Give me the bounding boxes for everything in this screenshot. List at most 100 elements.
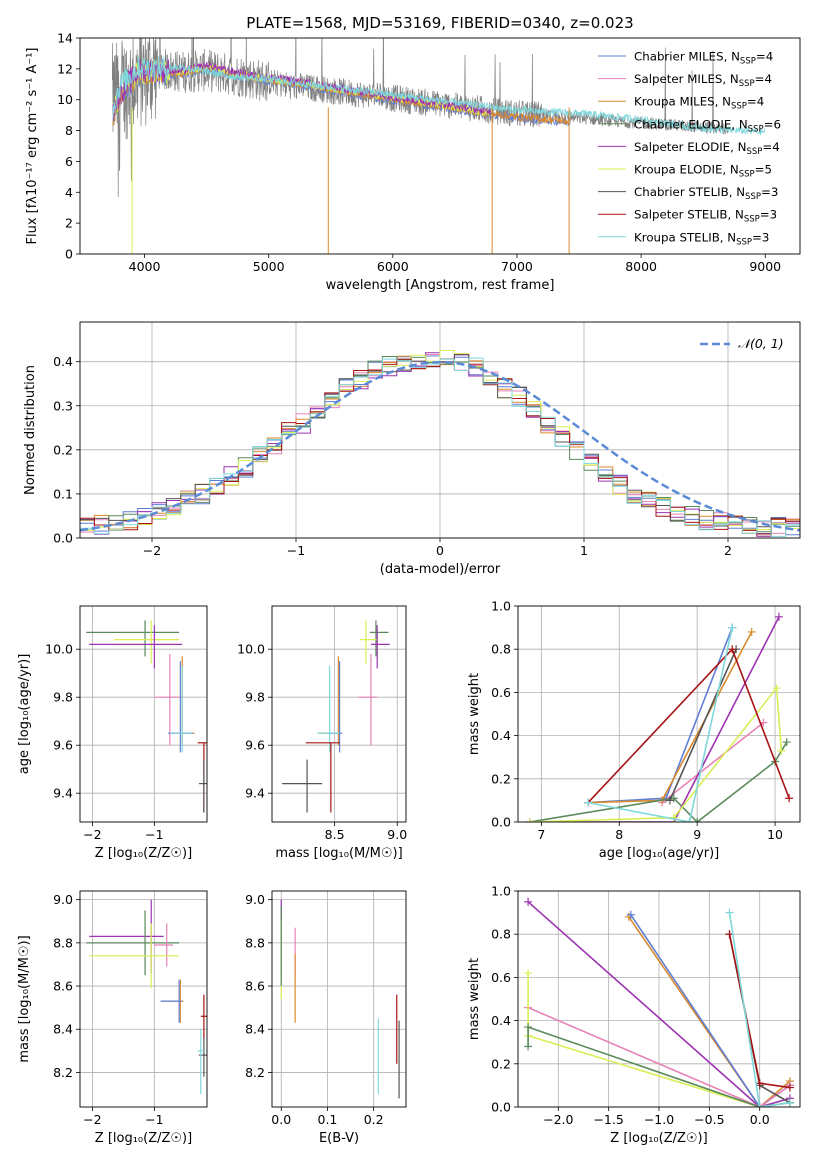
- plot-area-residuals: [80, 350, 800, 537]
- y-tick-label: 0.0: [491, 815, 511, 830]
- y-tick-label: 0.6: [491, 685, 511, 700]
- errorbar-point: [359, 620, 379, 664]
- x-tick-label: −1.0: [644, 1112, 674, 1127]
- model-spectrum-kroupa-stelib: [112, 55, 766, 136]
- series-line-chabrier-elodie: [529, 741, 788, 822]
- model-spectrum-kroupa-elodie: [112, 59, 493, 123]
- errorbar-point: [198, 759, 207, 813]
- plot-area-spectrum: [111, 38, 766, 254]
- figure-title: PLATE=1568, MJD=53169, FIBERID=0340, z=0…: [246, 14, 633, 32]
- y-tick-label: 6: [65, 154, 73, 169]
- series-marker: [777, 746, 786, 755]
- x-tick-label: 0.0: [271, 1112, 291, 1127]
- plot-area-mass_vs_EBV: [280, 899, 400, 1099]
- panel-mass_weight_vs_Z: −2.0 −1.5 −1.0 −0.5 0.0 0.0 0.2 0.4 0.6 0.8 1.0 Z […: [467, 884, 801, 1146]
- legend-entry: Salpeter STELIB, NSSP=3: [634, 208, 777, 225]
- y-tick-label: 0.1: [53, 486, 73, 501]
- axes-frame: [271, 605, 407, 823]
- y-tick-label: 0.2: [491, 771, 511, 786]
- y-axis-label: mass weight: [467, 958, 482, 1040]
- legend-entry: Kroupa STELIB, NSSP=3: [634, 230, 769, 247]
- plot-area-mass_weight_vs_age: [525, 612, 794, 822]
- plot-area-age_vs_Z: [86, 620, 207, 813]
- errorbar-point: [114, 620, 180, 664]
- series-marker: [772, 684, 781, 693]
- y-tick-label: 9.8: [245, 690, 265, 705]
- y-tick-label: 1.0: [491, 884, 511, 899]
- x-tick-label: 0.0: [750, 1112, 770, 1127]
- axes-frame: [79, 37, 801, 255]
- legend-entry: Chabrier ELODIE, NSSP=6: [634, 117, 781, 134]
- x-tick-label: 6000: [377, 259, 409, 274]
- panel-spectrum: 4000 5000 6000 7000 8000 9000 0 2 4 6 8 10 12 14 wavel…: [25, 31, 801, 293]
- legend-entry: Kroupa MILES, NSSP=4: [634, 95, 764, 112]
- x-axis-label: mass [log₁₀(M/M☉)]: [275, 846, 402, 861]
- series-marker: [725, 908, 734, 917]
- x-axis-label: age [log₁₀(age/yr)]: [599, 846, 720, 861]
- y-tick-label: 8.4: [53, 1022, 73, 1037]
- errorbar-point: [369, 620, 389, 657]
- x-tick-label: −2: [83, 827, 101, 842]
- series-line-salpeter-elodie: [529, 616, 780, 822]
- series-line-kroupa-stelib: [587, 627, 733, 822]
- errorbar-point: [89, 923, 180, 989]
- x-tick-label: −2: [143, 543, 161, 558]
- y-tick-label: 0: [65, 247, 73, 262]
- panel-mass_vs_Z: −2 −1 8.2 8.4 8.6 8.8 9.0 Z [log₁₀(Z/Z☉)] mass […: [17, 890, 208, 1146]
- legend-entry: Chabrier MILES, NSSP=4: [634, 50, 773, 67]
- x-tick-label: 4000: [129, 259, 161, 274]
- axes-frame: [79, 605, 208, 823]
- x-tick-label: 8: [615, 827, 623, 842]
- x-axis-label: wavelength [Angstrom, rest frame]: [326, 278, 555, 293]
- errorbar-point: [160, 979, 183, 1023]
- x-tick-label: 9000: [749, 259, 781, 274]
- series-marker: [584, 798, 593, 807]
- y-tick-label: 0.8: [491, 927, 511, 942]
- x-tick-label: 7000: [501, 259, 533, 274]
- series-marker: [524, 1042, 533, 1051]
- y-axis-label: age [log₁₀(age/yr)]: [17, 654, 32, 775]
- series-line-kroupa-elodie: [529, 686, 783, 822]
- series-marker: [524, 1023, 533, 1032]
- errorbar-point: [305, 742, 340, 813]
- y-tick-label: 9.0: [53, 892, 73, 907]
- y-tick-label: 8.6: [245, 979, 265, 994]
- series-marker: [525, 818, 534, 822]
- panel-age_vs_mass: 8.5 9.0 9.4 9.6 9.8 10.0 mass [log₁₀(M/M☉)]: [237, 605, 407, 861]
- series-line-kroupa-miles: [628, 916, 791, 1107]
- series-marker: [665, 796, 674, 805]
- x-tick-label: −2.0: [543, 1112, 573, 1127]
- series-marker: [728, 623, 737, 632]
- y-tick-label: 8.4: [245, 1022, 265, 1037]
- panel-residuals: −2 −1 0 1 2 0.0 0.1 0.2 0.3 0.4 (data-model)/error…: [23, 321, 801, 577]
- y-tick-label: 2: [65, 216, 73, 231]
- errorbar-point: [86, 910, 180, 976]
- legend-entry: Salpeter MILES, NSSP=4: [634, 72, 772, 89]
- series-marker: [774, 612, 783, 621]
- y-tick-label: 9.0: [245, 892, 265, 907]
- y-tick-label: 14: [57, 31, 73, 46]
- y-axis-label: Normed distribution: [23, 365, 38, 495]
- series-line-salpeter-miles: [661, 721, 764, 804]
- x-axis-label: Z [log₁₀(Z/Z☉)]: [95, 846, 192, 861]
- y-tick-label: 0.0: [491, 1100, 511, 1115]
- y-tick-label: 0.6: [491, 970, 511, 985]
- series-marker: [669, 813, 678, 822]
- y-axis-label: mass [log₁₀(M/M☉)]: [17, 935, 32, 1062]
- y-axis-label: Flux [fλ10⁻¹⁷ erg cm⁻² s⁻¹ A⁻¹]: [25, 48, 40, 245]
- series-marker: [785, 794, 794, 803]
- x-tick-label: 9.0: [387, 827, 407, 842]
- y-tick-label: 9.4: [245, 786, 265, 801]
- data-spectrum-line: [111, 38, 729, 198]
- series-marker: [685, 818, 694, 822]
- x-tick-label: −2: [83, 1112, 101, 1127]
- series-marker: [785, 1098, 794, 1107]
- errorbar-point: [89, 625, 183, 669]
- y-tick-label: 12: [57, 61, 73, 76]
- series-marker: [693, 818, 702, 822]
- axes-frame: [79, 321, 801, 539]
- legend-entry: Kroupa ELODIE, NSSP=5: [634, 163, 772, 180]
- series-marker: [728, 645, 737, 654]
- y-tick-label: 0.4: [491, 1013, 511, 1028]
- x-tick-label: −1: [145, 827, 163, 842]
